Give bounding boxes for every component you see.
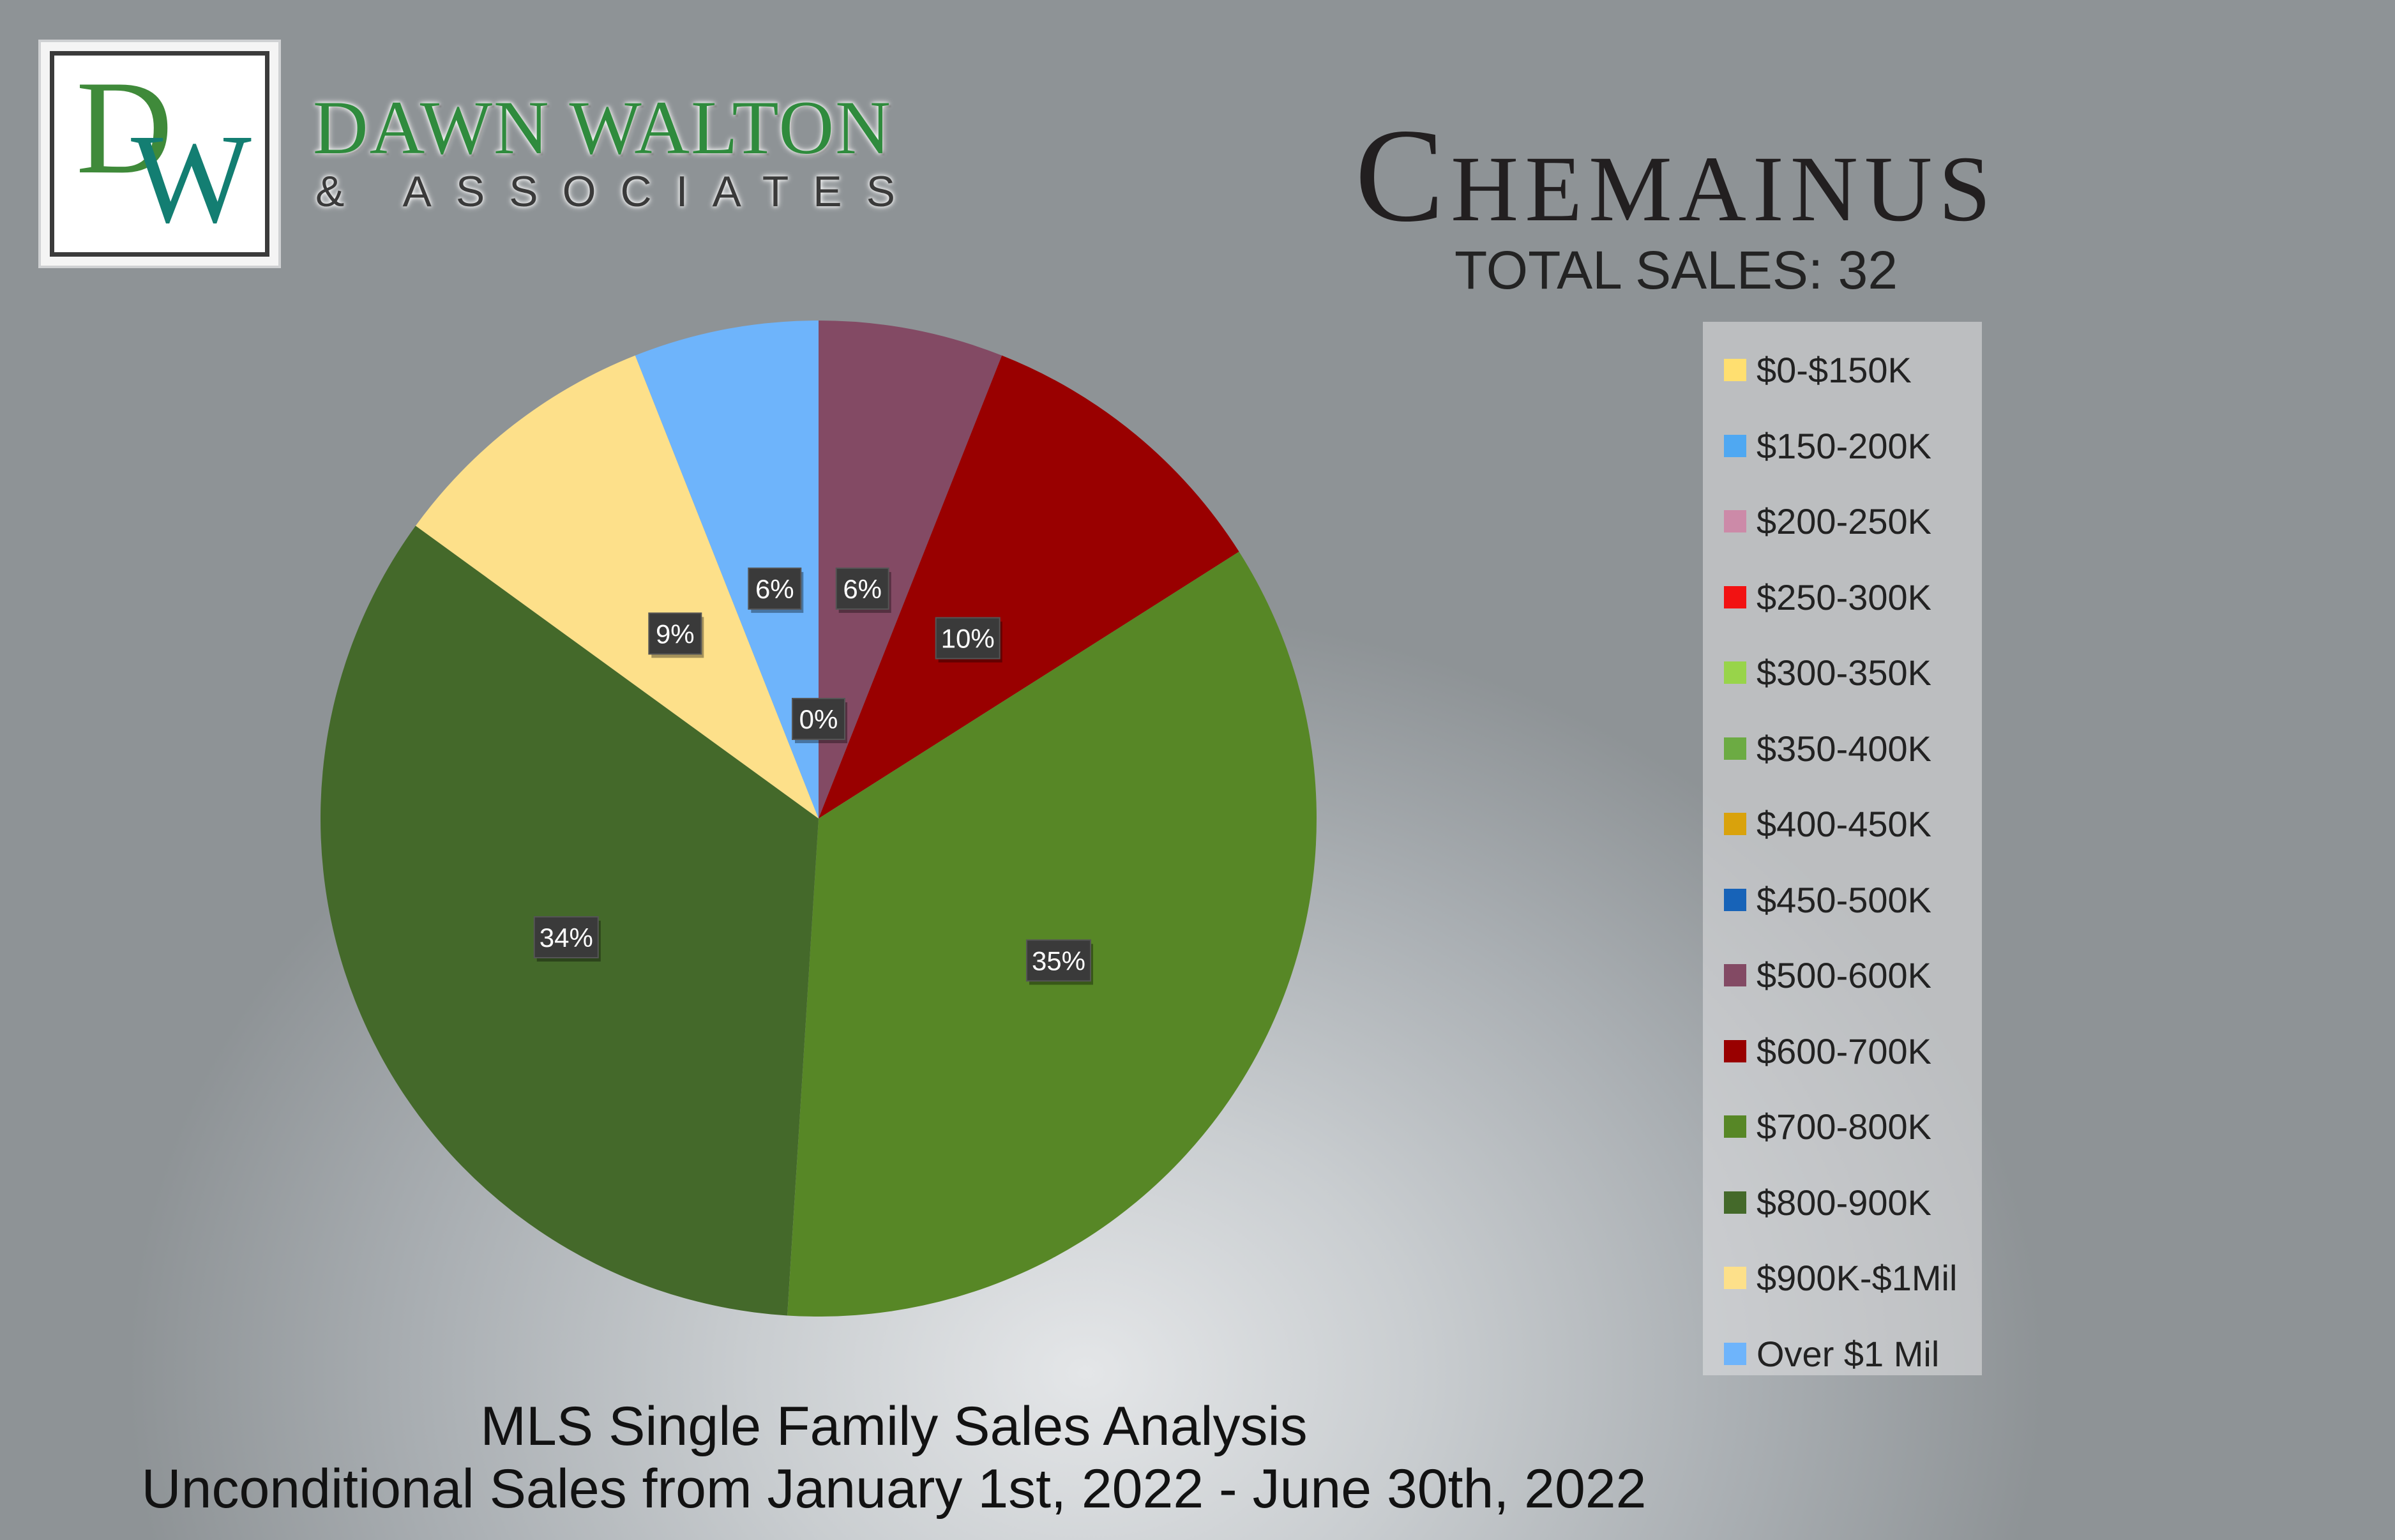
pie-slice-13 xyxy=(635,321,819,819)
legend-item: $700-800K xyxy=(1703,1098,1982,1174)
legend-item: $200-250K xyxy=(1703,492,1982,568)
chart-title: Chemainus xyxy=(1355,102,1997,250)
data-label-text-12: 9% xyxy=(656,619,695,649)
legend-label: $600-700K xyxy=(1757,1030,1932,1071)
legend-item: Over $1 Mil xyxy=(1703,1325,1982,1401)
legend-label: $200-250K xyxy=(1757,501,1932,541)
legend-item: $600-700K xyxy=(1703,1022,1982,1098)
pie-slice-10 xyxy=(787,552,1317,1317)
legend-swatch xyxy=(1724,1191,1746,1214)
legend-item: $400-450K xyxy=(1703,795,1982,871)
legend-label: $400-450K xyxy=(1757,804,1932,844)
legend-label: $450-500K xyxy=(1757,879,1932,920)
legend-label: $300-350K xyxy=(1757,653,1932,693)
legend-item: $500-600K xyxy=(1703,946,1982,1022)
legend-swatch xyxy=(1724,585,1746,608)
data-label-9: 10% xyxy=(935,617,1002,663)
footer-date-range: Unconditional Sales from January 1st, 20… xyxy=(141,1458,1647,1520)
legend-swatch xyxy=(1724,1267,1746,1289)
legend-swatch xyxy=(1724,510,1746,532)
logo-letter-w: W xyxy=(131,109,252,250)
data-label-11: 34% xyxy=(533,916,601,962)
footer-title: MLS Single Family Sales Analysis xyxy=(480,1396,1308,1457)
legend-item: $300-350K xyxy=(1703,644,1982,720)
data-label-10: 35% xyxy=(1025,939,1093,985)
brand-name: DAWN WALTON xyxy=(313,85,892,170)
brand-subtitle: & ASSOCIATES xyxy=(315,167,920,216)
legend-swatch xyxy=(1724,964,1746,986)
data-label-0: 0% xyxy=(792,698,847,743)
data-label-text-13: 6% xyxy=(755,574,794,604)
legend-item: $450-500K xyxy=(1703,871,1982,947)
pie-slice-8 xyxy=(819,321,1002,819)
legend: $0-$150K $150-200K $200-250K $250-300K $300-… xyxy=(1703,322,1982,1375)
legend-swatch xyxy=(1724,359,1746,381)
data-label-text-0: 0% xyxy=(799,704,838,734)
legend-swatch xyxy=(1724,813,1746,835)
legend-item: $900K-$1Mil xyxy=(1703,1249,1982,1325)
legend-item: $800-900K xyxy=(1703,1174,1982,1249)
pie-slice-9 xyxy=(819,355,1239,819)
pie-data-labels: 0% 6% 10% 35% 34% 9% 6% xyxy=(533,567,1093,985)
legend-label: $0-$150K xyxy=(1757,350,1912,390)
data-label-text-10: 35% xyxy=(1032,946,1085,976)
logo: D W xyxy=(38,40,281,268)
data-label-13: 6% xyxy=(748,567,804,613)
legend-item: $350-400K xyxy=(1703,720,1982,796)
legend-label: $800-900K xyxy=(1757,1182,1932,1223)
legend-swatch xyxy=(1724,661,1746,684)
legend-swatch xyxy=(1724,1342,1746,1365)
data-label-12: 9% xyxy=(648,612,704,658)
legend-item: $150-200K xyxy=(1703,417,1982,493)
legend-label: Over $1 Mil xyxy=(1757,1333,1940,1374)
legend-swatch xyxy=(1724,1039,1746,1062)
logo-frame: D W xyxy=(50,51,269,257)
legend-swatch xyxy=(1724,434,1746,457)
logo-letter-d: D xyxy=(76,54,173,202)
total-sales: TOTAL SALES: 32 xyxy=(1454,240,1898,300)
legend-label: $900K-$1Mil xyxy=(1757,1258,1958,1298)
data-label-8: 6% xyxy=(835,567,891,613)
legend-swatch xyxy=(1724,888,1746,911)
legend-item: $0-$150K xyxy=(1703,341,1982,417)
legend-label: $700-800K xyxy=(1757,1106,1932,1147)
pie-slice-12 xyxy=(415,355,819,819)
legend-label: $250-300K xyxy=(1757,577,1932,617)
legend-swatch xyxy=(1724,737,1746,760)
pie-slices xyxy=(320,321,1317,1317)
data-label-text-9: 10% xyxy=(941,624,995,654)
data-label-text-11: 34% xyxy=(540,923,593,953)
data-label-text-8: 6% xyxy=(843,574,882,604)
legend-item: $250-300K xyxy=(1703,568,1982,644)
legend-swatch xyxy=(1724,1115,1746,1138)
legend-label: $350-400K xyxy=(1757,728,1932,769)
legend-label: $150-200K xyxy=(1757,425,1932,466)
legend-label: $500-600K xyxy=(1757,955,1932,995)
